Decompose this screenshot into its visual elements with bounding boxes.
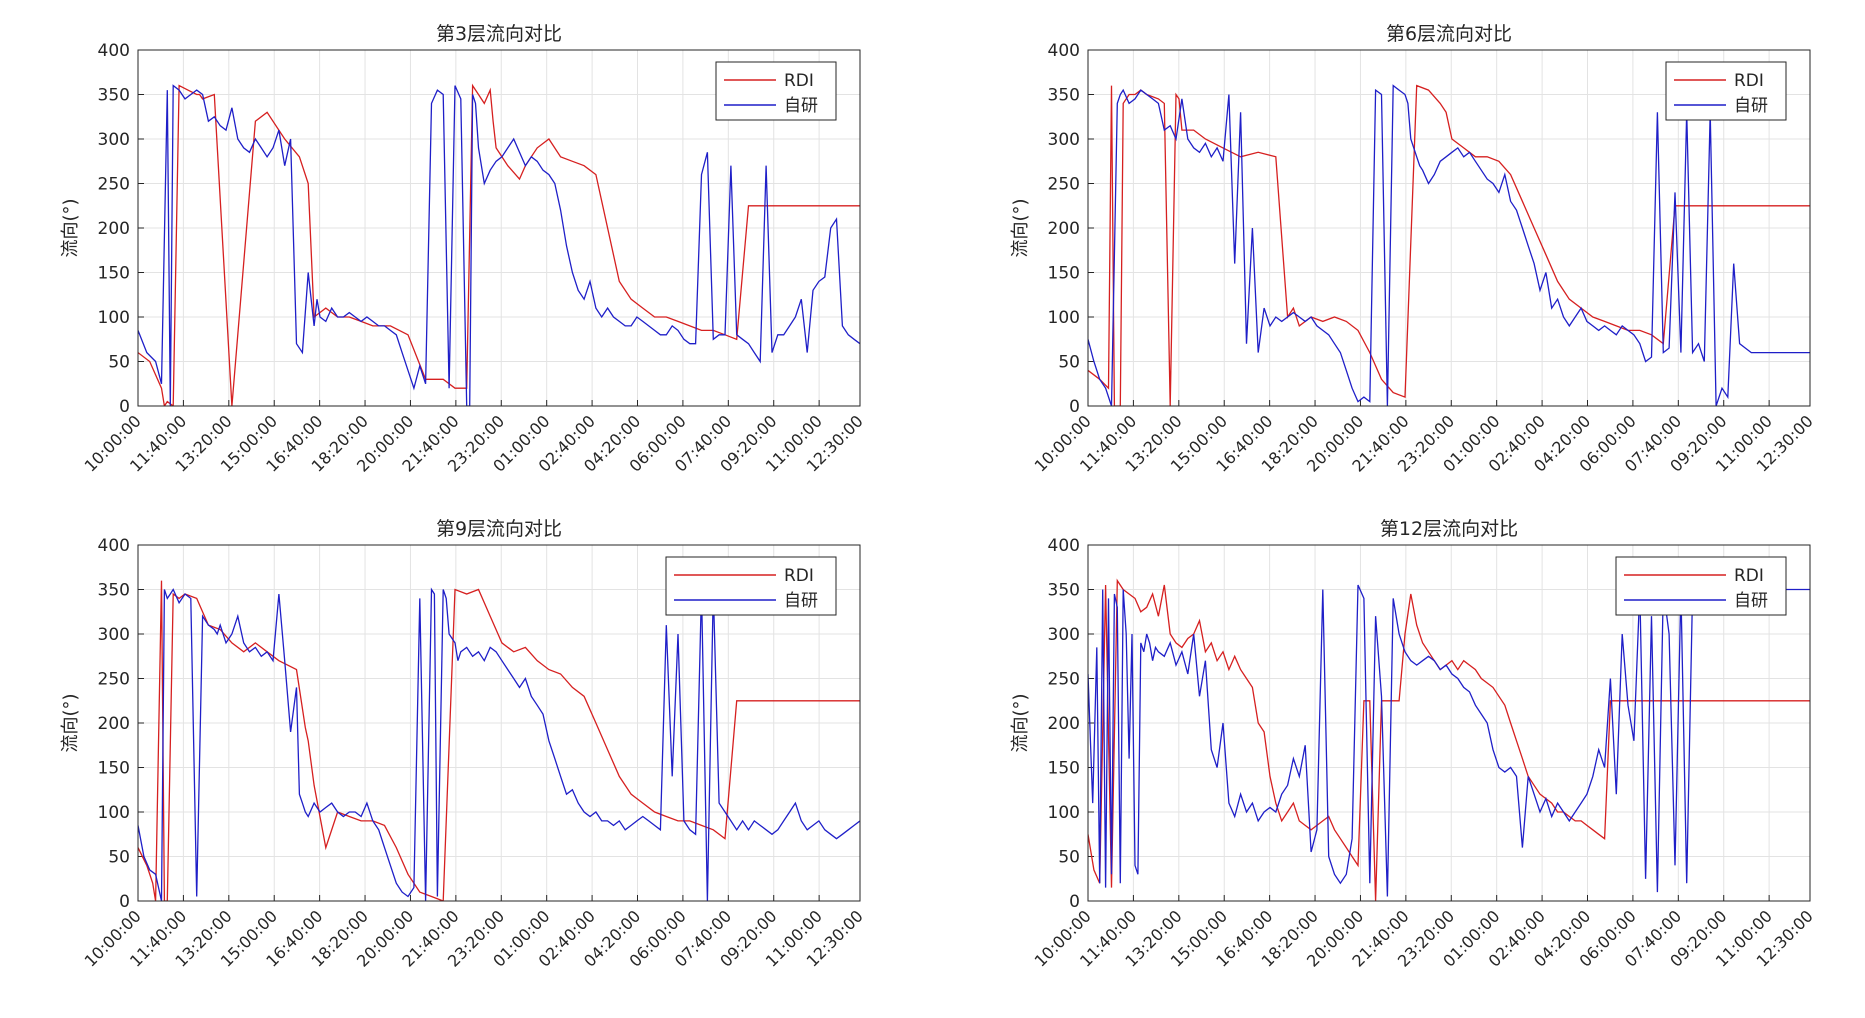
y-tick-label: 100 [98, 308, 130, 328]
y-tick-label: 150 [1048, 264, 1080, 284]
y-tick-label: 200 [98, 219, 130, 239]
y-tick-label: 400 [1048, 536, 1080, 556]
series-line-rdi [1088, 84, 1810, 406]
legend-label: RDI [1734, 71, 1764, 91]
y-tick-label: 0 [1069, 892, 1080, 912]
y-tick-label: 100 [1048, 803, 1080, 823]
legend-label: RDI [784, 566, 814, 586]
chart-title: 第6层流向对比 [1386, 23, 1512, 45]
y-tick-label: 50 [108, 353, 130, 373]
y-tick-label: 250 [1048, 670, 1080, 690]
legend-label: RDI [784, 71, 814, 91]
legend-label: 自研 [1734, 591, 1768, 611]
y-tick-label: 50 [1058, 353, 1080, 373]
y-tick-label: 400 [98, 536, 130, 556]
legend: RDI 自研 [715, 61, 837, 121]
legend-box [1615, 556, 1787, 616]
y-tick-label: 250 [98, 670, 130, 690]
y-tick-label: 200 [1048, 219, 1080, 239]
legend-label: 自研 [784, 591, 818, 611]
y-tick-label: 350 [98, 581, 130, 601]
chart-panel-1: 05010015020025030035040010:00:0011:40:00… [60, 23, 867, 476]
y-axis-label: 流向(°) [1010, 198, 1031, 257]
legend-box [1665, 61, 1787, 121]
chart-panel-2: 05010015020025030035040010:00:0011:40:00… [1010, 23, 1817, 476]
chart-title: 第9层流向对比 [436, 518, 562, 540]
y-tick-label: 100 [98, 803, 130, 823]
legend-label: 自研 [784, 96, 818, 116]
series-line-ours [138, 587, 860, 901]
y-tick-label: 150 [1048, 759, 1080, 779]
y-tick-label: 400 [1048, 41, 1080, 61]
y-tick-label: 300 [98, 130, 130, 150]
y-axis-label: 流向(°) [1010, 693, 1031, 752]
legend-label: RDI [1734, 566, 1764, 586]
series-line-ours [138, 84, 860, 406]
y-tick-label: 200 [1048, 714, 1080, 734]
y-tick-label: 150 [98, 264, 130, 284]
chart-panel-3: 05010015020025030035040010:00:0011:40:00… [60, 518, 867, 971]
y-tick-label: 250 [98, 175, 130, 195]
legend-label: 自研 [1734, 96, 1768, 116]
y-tick-label: 350 [1048, 581, 1080, 601]
y-tick-label: 400 [98, 41, 130, 61]
legend-box [665, 556, 837, 616]
chart-title: 第3层流向对比 [436, 23, 562, 45]
y-tick-label: 50 [1058, 848, 1080, 868]
y-tick-label: 200 [98, 714, 130, 734]
legend: RDI 自研 [665, 556, 837, 616]
y-tick-label: 150 [98, 759, 130, 779]
axes-frame [1087, 49, 1811, 407]
chart-title: 第12层流向对比 [1380, 518, 1518, 540]
y-tick-label: 300 [98, 625, 130, 645]
y-tick-label: 350 [98, 86, 130, 106]
y-tick-label: 50 [108, 848, 130, 868]
axes-frame [137, 544, 861, 902]
y-tick-label: 0 [119, 892, 130, 912]
series-line-ours [1088, 584, 1810, 897]
y-axis-label: 流向(°) [60, 693, 81, 752]
axes-frame [137, 49, 861, 407]
y-tick-label: 0 [119, 397, 130, 417]
y-tick-label: 300 [1048, 130, 1080, 150]
y-tick-label: 250 [1048, 175, 1080, 195]
y-tick-label: 0 [1069, 397, 1080, 417]
y-axis-label: 流向(°) [60, 198, 81, 257]
legend: RDI 自研 [1665, 61, 1787, 121]
legend: RDI 自研 [1615, 556, 1787, 616]
y-tick-label: 300 [1048, 625, 1080, 645]
axes-frame [1087, 544, 1811, 902]
legend-box [715, 61, 837, 121]
y-tick-label: 100 [1048, 308, 1080, 328]
y-tick-label: 350 [1048, 86, 1080, 106]
chart-panel-4: 05010015020025030035040010:00:0011:40:00… [1010, 518, 1817, 971]
